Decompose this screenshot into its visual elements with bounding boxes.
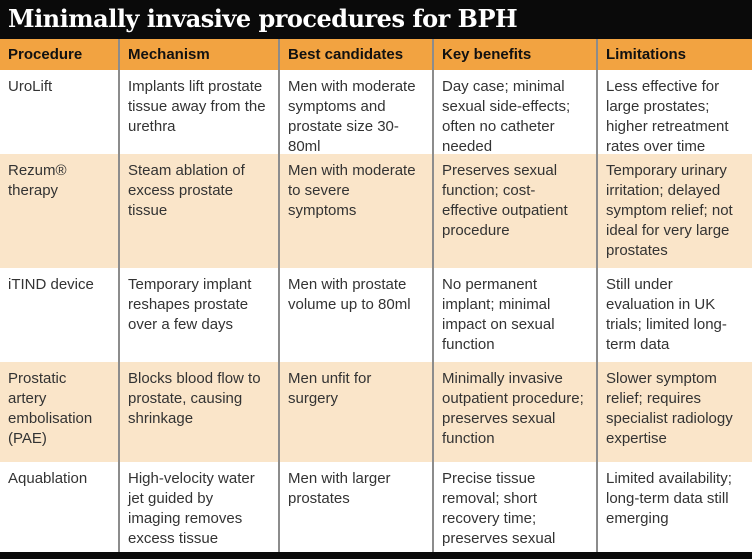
cell-rezum-candidates: Men with moderate to severe symptoms [280, 154, 434, 268]
footer-bar [0, 552, 752, 559]
column-header-limitations: Limitations [598, 39, 752, 70]
cell-urolift-limitations: Less effective for large prostates; high… [606, 78, 729, 154]
column-header-best-candidates: Best candidates [280, 39, 434, 70]
data-table: Procedure Mechanism Best candidates Key … [0, 39, 752, 552]
cell-urolift-benefits: Day case; minimal sexual side-effects; o… [434, 70, 598, 154]
cell-rezum-limitations: Temporary urinary irritation; delayed sy… [598, 154, 752, 268]
cell-pae-limitations: Slower symptom relief; requires speciali… [598, 362, 752, 462]
cell-rezum-benefits: Preserves sexual function; cost-effectiv… [434, 154, 598, 268]
cell-urolift-mechanism: Implants lift prostate tissue away from … [120, 70, 280, 154]
cell-aquablation-limitations: Limited availability; long-term data sti… [606, 470, 732, 527]
cell-rezum-mechanism: Steam ablation of excess prostate tissue [120, 154, 280, 268]
cell-aquablation-benefits: Precise tissue removal; short recovery t… [434, 462, 598, 552]
cell-rezum-procedure: Rezum® therapy [0, 154, 120, 268]
cell-itind-procedure: iTIND device [0, 268, 120, 362]
title-bar: Minimally invasive procedures for BPH [0, 0, 752, 39]
cell-itind-mechanism: Temporary implant reshapes prostate over… [120, 268, 280, 362]
page-title: Minimally invasive procedures for BPH [8, 4, 518, 33]
cell-pae-candidates: Men unfit for surgery [280, 362, 434, 462]
cell-aquablation-candidates: Men with larger prostates [280, 462, 434, 552]
cell-pae-benefits: Minimally invasive outpatient procedure;… [434, 362, 598, 462]
cell-aquablation-mechanism: High-velocity water jet guided by imagin… [120, 462, 280, 552]
cell-itind-limitations: Still under evaluation in UK trials; lim… [606, 276, 727, 353]
column-header-procedure: Procedure [0, 39, 120, 70]
column-header-key-benefits: Key benefits [434, 39, 598, 70]
cell-aquablation-procedure: Aquablation [0, 462, 120, 552]
column-header-mechanism: Mechanism [120, 39, 280, 70]
cell-pae-procedure: Prostatic artery embolisation (PAE) [0, 362, 120, 462]
cell-urolift-candidates: Men with moderate symptoms and prostate … [280, 70, 434, 154]
cell-pae-mechanism: Blocks blood flow to prostate, causing s… [120, 362, 280, 462]
cell-urolift-procedure: UroLift [0, 70, 120, 154]
cell-itind-benefits: No permanent implant; minimal impact on … [434, 268, 598, 362]
cell-itind-candidates: Men with prostate volume up to 80ml [280, 268, 434, 362]
